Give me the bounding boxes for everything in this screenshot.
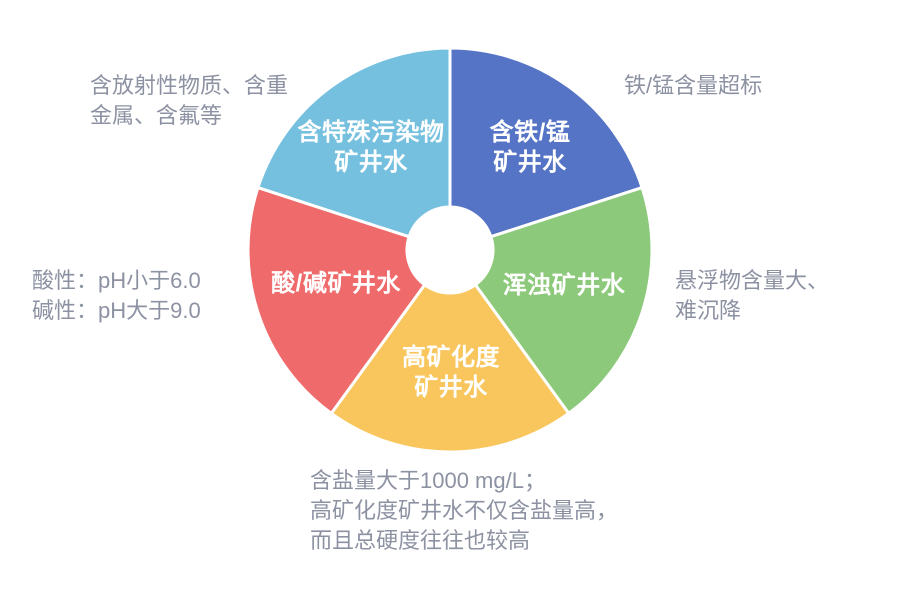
annotation-turbid-water: 悬浮物含量大、 难沉降 xyxy=(675,268,830,323)
annotation-iron-manganese-water: 铁/锰含量超标 xyxy=(624,73,763,98)
segment-high-mineralization-water xyxy=(329,283,571,454)
segment-iron-manganese-water xyxy=(448,46,644,239)
annotation-acid-alkali-water: 酸性：pH小于6.0 碱性：pH大于9.0 xyxy=(32,268,201,323)
slice-label-special-pollutant-water: 含特殊污染物 矿井水 xyxy=(297,119,445,176)
slice-label-turbid-water: 浑浊矿井水 xyxy=(502,272,626,299)
slice-label-high-mineralization-water: 高矿化度 矿井水 xyxy=(402,344,500,401)
segment-special-pollutant-water xyxy=(256,46,452,239)
slice-label-acid-alkali-water: 酸/碱矿井水 xyxy=(271,270,401,297)
segment-turbid-water xyxy=(473,186,654,415)
annotation-high-mineralization-water: 含盐量大于1000 mg/L； 高矿化度矿井水不仅含盐量高， 而且总硬度往往也较… xyxy=(310,468,619,553)
slice-label-iron-manganese-water: 含铁/锰 矿井水 xyxy=(489,119,571,176)
segment-acid-alkali-water xyxy=(246,186,427,415)
annotation-special-pollutant-water: 含放射性物质、含重 金属、含氟等 xyxy=(90,73,289,128)
